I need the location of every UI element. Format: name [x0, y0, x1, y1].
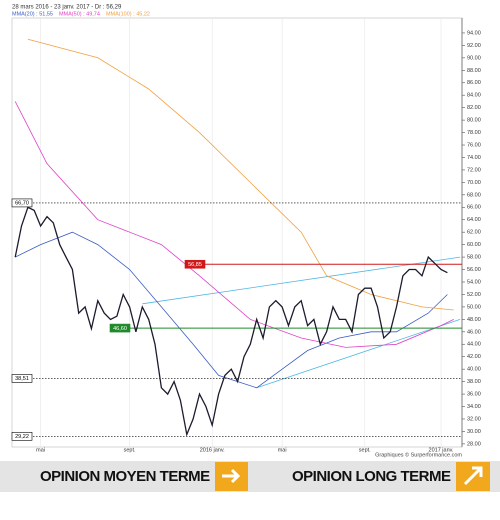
- x-tick-label: 2017 janv.: [429, 447, 454, 453]
- y-tick-label: 30.00: [467, 429, 481, 435]
- y-tick-label: 28.00: [467, 441, 481, 447]
- level-label-box: [11, 198, 33, 208]
- y-tick-label: 82.00: [467, 105, 481, 111]
- credit: Graphiques © Surperformance.com: [375, 451, 462, 458]
- y-tick-label: 74.00: [467, 155, 481, 161]
- y-tick-label: 62.00: [467, 230, 481, 236]
- legend-entry: MMA(100) : 45,22: [106, 11, 150, 17]
- level-label: 38,51: [15, 376, 29, 382]
- level-label-box: [184, 259, 206, 269]
- x-tick-label: mai: [278, 447, 287, 453]
- y-tick-label: 40.00: [467, 367, 481, 373]
- chart-title: 28 mars 2016 - 23 janv. 2017 - Dr : 56,2…: [12, 5, 122, 11]
- y-tick-label: 48.00: [467, 317, 481, 323]
- y-tick-label: 90.00: [467, 55, 481, 61]
- y-tick-label: 68.00: [467, 192, 481, 198]
- level-label-box: [109, 323, 131, 333]
- y-tick-label: 38.00: [467, 379, 481, 385]
- opinion-button-text[interactable]: OPINION LONG TERME: [292, 468, 452, 485]
- y-tick-label: 92.00: [467, 43, 481, 49]
- y-tick-label: 72.00: [467, 167, 481, 173]
- moving-average: [27, 38, 454, 311]
- y-tick-label: 52.00: [467, 292, 481, 298]
- moving-average: [14, 101, 454, 348]
- level-label-box: [11, 374, 33, 383]
- arrow-icon: [222, 468, 241, 484]
- y-tick-label: 86.00: [467, 80, 481, 86]
- y-tick-label: 88.00: [467, 68, 481, 74]
- level-label: 66,70: [15, 201, 29, 207]
- trend-line: [142, 256, 461, 305]
- y-tick-label: 42.00: [467, 354, 481, 360]
- x-tick-label: sept.: [359, 447, 371, 453]
- y-tick-label: 36.00: [467, 392, 481, 398]
- trend-line: [256, 319, 461, 389]
- y-tick-label: 46.00: [467, 329, 481, 335]
- y-tick-label: 80.00: [467, 118, 481, 124]
- y-tick-label: 32.00: [467, 416, 481, 422]
- y-tick-label: 64.00: [467, 217, 481, 223]
- arrow-icon: [463, 466, 483, 486]
- opinion-bar: [0, 461, 500, 492]
- y-tick-label: 70.00: [467, 180, 481, 186]
- y-tick-label: 56.00: [467, 267, 481, 273]
- y-tick-label: 58.00: [467, 255, 481, 261]
- y-tick-label: 76.00: [467, 142, 481, 148]
- level-label-box: [11, 431, 33, 441]
- level-label: 29,22: [15, 434, 29, 440]
- level-label: 56,85: [188, 262, 202, 268]
- x-tick-label: sept.: [124, 447, 136, 453]
- x-tick-label: 2016 janv.: [200, 447, 225, 453]
- legend-entry: MMA(50) : 49,74: [59, 11, 100, 17]
- plot-area: [11, 17, 463, 448]
- price-line: [14, 206, 448, 437]
- y-tick-label: 44.00: [467, 342, 481, 348]
- y-tick-label: 66.00: [467, 205, 481, 211]
- legend-entry: MMA(20) : 51,55: [12, 11, 53, 17]
- y-tick-label: 78.00: [467, 130, 481, 136]
- level-label: 46,60: [113, 326, 127, 332]
- y-tick-label: 94.00: [467, 30, 481, 36]
- opinion-button-text[interactable]: OPINION MOYEN TERME: [40, 468, 211, 485]
- y-tick-label: 34.00: [467, 404, 481, 410]
- y-tick-label: 84.00: [467, 93, 481, 99]
- y-tick-label: 50.00: [467, 304, 481, 310]
- y-tick-label: 60.00: [467, 242, 481, 248]
- y-tick-label: 54.00: [467, 279, 481, 285]
- x-tick-label: mai: [36, 447, 45, 453]
